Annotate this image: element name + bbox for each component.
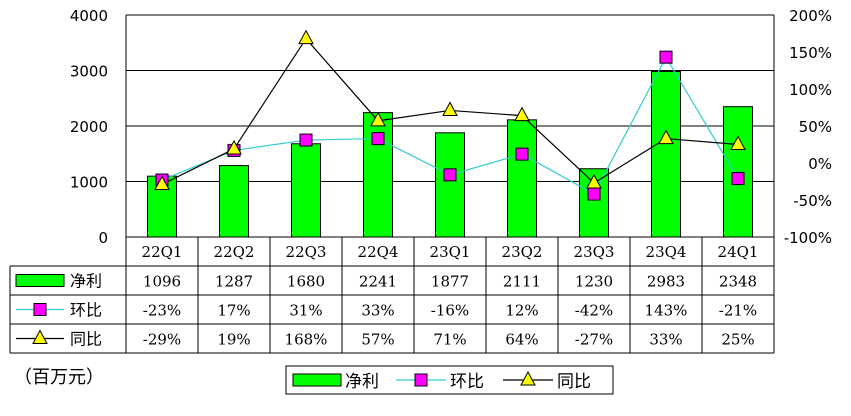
category-label: 23Q2 (502, 243, 543, 261)
lines (154, 29, 746, 201)
bar-23Q4 (651, 70, 681, 238)
category-label: 22Q4 (358, 243, 399, 261)
marker-同比-23Q1 (442, 101, 458, 116)
legend-label: 同比 (557, 372, 591, 392)
marker-同比-23Q4 (658, 129, 674, 145)
data-cell: 1230 (575, 273, 613, 291)
legend-key-marker-环比 (414, 373, 428, 387)
unit-label: （百万元） (14, 367, 104, 388)
data-cell: -16% (431, 302, 469, 320)
bars (147, 70, 753, 238)
bar-23Q1 (435, 132, 465, 238)
marker-同比-23Q3 (586, 173, 602, 189)
category-label: 23Q1 (430, 243, 471, 261)
right-tick-label: -50% (793, 192, 832, 210)
data-cell: 17% (217, 302, 250, 320)
data-cell: 2983 (647, 273, 685, 291)
data-cell: 25% (721, 331, 754, 349)
data-cell: 2241 (359, 273, 397, 291)
row-label-净利: 净利 (70, 272, 102, 291)
data-cell: 1096 (143, 273, 181, 291)
marker-环比-23Q3 (587, 187, 601, 201)
marker-环比-23Q4 (659, 50, 673, 64)
row-key-净利 (15, 274, 65, 287)
data-cell: 71% (433, 331, 466, 349)
right-tick-label: -100% (784, 229, 832, 247)
left-tick-label: 3000 (70, 63, 108, 81)
data-cell: -21% (719, 302, 757, 320)
marker-同比-22Q3 (298, 29, 314, 45)
data-cell: 1287 (215, 273, 253, 291)
right-tick-label: 200% (789, 7, 832, 25)
data-cell: 12% (505, 302, 538, 320)
right-tick-label: 100% (789, 81, 832, 99)
data-cell: -42% (575, 302, 613, 320)
marker-同比-23Q2 (514, 106, 530, 122)
data-cell: -23% (143, 302, 181, 320)
left-tick-label: 1000 (70, 174, 108, 192)
category-label: 24Q1 (718, 243, 759, 261)
data-cell: 57% (361, 331, 394, 349)
data-cell: 2111 (503, 273, 541, 291)
data-cell: 31% (289, 302, 322, 320)
data-cell: 2348 (719, 273, 757, 291)
bar-23Q2 (507, 119, 537, 238)
bar-22Q3 (291, 143, 321, 238)
category-label: 23Q4 (646, 243, 687, 261)
marker-同比-24Q1 (730, 135, 746, 150)
bar-24Q1 (723, 106, 753, 238)
right-axis: -100% -50% 0% 50% 100% 150% 200% (784, 7, 832, 247)
left-axis: 0 1000 2000 3000 4000 (70, 7, 108, 247)
data-cell: 64% (505, 331, 538, 349)
legend-key-marker-同比 (520, 370, 536, 386)
data-cell: -29% (143, 331, 181, 349)
category-label: 22Q3 (286, 243, 327, 261)
legend-label: 环比 (450, 372, 484, 392)
marker-同比-22Q1 (154, 175, 170, 190)
left-tick-label: 2000 (70, 118, 108, 136)
left-tick-label: 4000 (70, 7, 108, 25)
data-cell: 1877 (431, 273, 469, 291)
bar-23Q3 (579, 168, 609, 238)
marker-环比-22Q3 (299, 133, 313, 147)
marker-环比-22Q4 (371, 132, 385, 146)
legend-label: 净利 (345, 372, 379, 392)
bar-22Q2 (219, 165, 249, 238)
data-cell: 19% (217, 331, 250, 349)
legend-key-净利 (292, 373, 342, 387)
right-tick-label: 50% (799, 118, 832, 136)
legend: 净利 环比 同比 (285, 365, 614, 395)
marker-环比-23Q2 (515, 147, 529, 161)
marker-环比-23Q1 (443, 168, 457, 182)
category-label: 23Q3 (574, 243, 615, 261)
data-cell: 33% (649, 331, 682, 349)
data-table: 22Q1 22Q2 22Q3 22Q4 23Q1 23Q2 23Q3 23Q4 24Q1 净利 10… (9, 236, 775, 354)
marker-同比-22Q2 (226, 139, 242, 155)
bar-22Q4 (363, 112, 393, 238)
data-cell: -27% (575, 331, 613, 349)
data-cell: 33% (361, 302, 394, 320)
right-tick-label: 150% (789, 44, 832, 62)
right-tick-label: 0% (808, 155, 832, 173)
marker-同比-22Q4 (370, 111, 386, 127)
category-label: 22Q1 (142, 243, 183, 261)
data-cell: 143% (645, 302, 688, 320)
marker-环比-24Q1 (731, 172, 745, 186)
left-tick-label: 0 (98, 229, 108, 247)
row-label-同比: 同比 (70, 330, 102, 349)
row-key-marker-环比 (33, 303, 47, 316)
data-cell: 168% (285, 331, 328, 349)
data-cell: 1680 (287, 273, 325, 291)
row-key-marker-同比 (32, 329, 48, 344)
row-label-环比: 环比 (70, 301, 102, 320)
category-label: 22Q2 (214, 243, 255, 261)
